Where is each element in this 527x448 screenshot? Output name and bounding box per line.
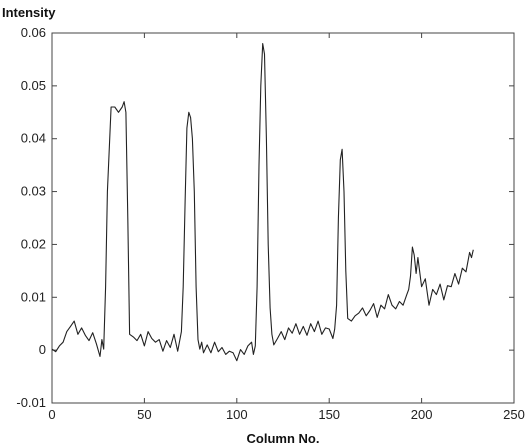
x-axis: 0 50 100 150 200 250: [48, 33, 525, 422]
y-axis-title: Intensity: [2, 5, 56, 20]
y-tick-label: 0.01: [21, 289, 46, 304]
y-tick-label: 0.06: [21, 25, 46, 40]
intensity-line: [51, 43, 474, 362]
plot-frame: [51, 32, 515, 404]
y-tick-label: -0.01: [16, 395, 46, 410]
x-tick-label: 200: [411, 407, 433, 422]
x-tick-label: 100: [226, 407, 248, 422]
y-tick-label: 0: [39, 342, 46, 357]
x-tick-label: 50: [137, 407, 151, 422]
y-tick-label: 0.05: [21, 78, 46, 93]
y-axis: -0.01 0 0.01 0.02 0.03 0.04 0.05 0.06: [16, 25, 514, 410]
x-tick-label: 250: [503, 407, 525, 422]
x-axis-title: Column No.: [247, 431, 320, 446]
y-tick-label: 0.04: [21, 131, 46, 146]
x-tick-label: 0: [48, 407, 55, 422]
y-tick-label: 0.03: [21, 184, 46, 199]
y-tick-label: 0.02: [21, 236, 46, 251]
x-tick-label: 150: [318, 407, 340, 422]
